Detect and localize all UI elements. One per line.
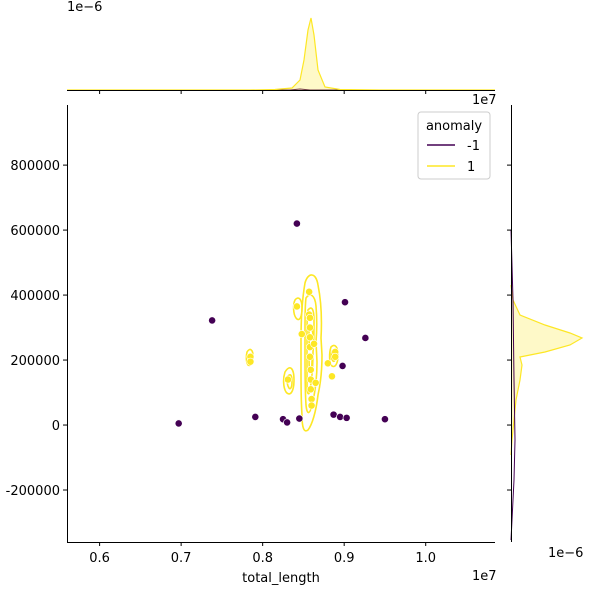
legend: anomaly -1 1 — [417, 111, 491, 180]
point-normal — [306, 365, 315, 374]
point-normal — [284, 375, 292, 384]
x-offset-label: 1e7 — [472, 569, 497, 584]
point-normal — [306, 323, 314, 332]
main-axes: 1e7 1e7 total_length 0.6 0.7 0.8 0.9 1.0 -20… — [6, 93, 497, 586]
y-tick-label: 400000 — [10, 289, 60, 304]
point-anomaly — [283, 418, 292, 427]
point-anomaly — [381, 415, 389, 424]
series-1-points — [246, 287, 340, 410]
point-normal — [297, 330, 306, 338]
right-marginal: 1e−6 — [507, 105, 583, 561]
legend-label-1: 1 — [467, 160, 475, 175]
contour-outer — [300, 274, 323, 432]
y-tick-label: 600000 — [10, 224, 60, 239]
contour-left-lower — [282, 367, 295, 395]
point-anomaly — [342, 413, 351, 422]
y-tick-label: 0 — [52, 419, 60, 434]
point-anomaly — [208, 316, 217, 325]
top-marginal: 1e−6 — [67, 0, 495, 94]
x-axis-label: total_length — [242, 571, 320, 586]
right-marginal-offset-label: 1e−6 — [548, 546, 583, 561]
point-anomaly — [338, 362, 347, 370]
point-normal — [305, 287, 314, 296]
point-normal — [306, 313, 314, 322]
point-normal — [307, 401, 316, 410]
point-normal — [331, 352, 340, 361]
point-normal — [306, 385, 315, 394]
point-anomaly — [292, 219, 301, 228]
point-normal — [292, 302, 301, 311]
point-anomaly — [251, 413, 260, 421]
y-tick-label: 200000 — [10, 354, 60, 369]
point-anomaly — [341, 298, 349, 307]
top-marginal-offset-label: 1e−6 — [67, 0, 102, 15]
right-marginal-kde-yellow-fill — [511, 285, 582, 455]
legend-label-neg1: -1 — [467, 139, 480, 154]
x-tick-label: 0.7 — [171, 551, 192, 566]
contour-left-upper — [292, 297, 303, 321]
point-anomaly — [174, 419, 183, 428]
point-anomaly — [336, 413, 345, 421]
series-neg1-points — [174, 219, 389, 428]
x-tick-label: 0.9 — [334, 551, 355, 566]
point-normal — [310, 339, 318, 348]
kde-contours — [245, 274, 339, 432]
contour-right — [328, 344, 339, 368]
legend-title: anomaly — [426, 119, 482, 134]
top-marginal-kde-yellow — [67, 17, 495, 91]
point-normal — [306, 352, 314, 361]
point-normal — [246, 357, 255, 366]
point-anomaly — [361, 334, 370, 342]
y-offset-label: 1e7 — [472, 93, 497, 108]
point-normal — [306, 333, 314, 342]
top-marginal-kde-yellow-fill — [67, 18, 495, 90]
point-anomaly — [295, 414, 304, 423]
y-tick-label: 800000 — [10, 159, 60, 174]
point-normal — [323, 359, 332, 368]
point-normal — [307, 395, 316, 403]
point-normal — [328, 372, 336, 381]
point-anomaly — [329, 410, 338, 419]
y-tick-label: -200000 — [6, 484, 60, 499]
right-marginal-kde-yellow — [510, 284, 584, 456]
x-tick-label: 1.0 — [415, 551, 436, 566]
x-tick-label: 0.8 — [252, 551, 273, 566]
x-tick-label: 0.6 — [89, 551, 110, 566]
point-normal — [311, 378, 320, 387]
